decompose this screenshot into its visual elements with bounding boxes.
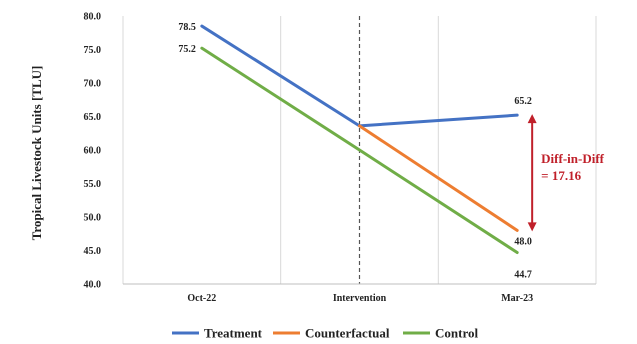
diff-in-diff-label: = 17.16 (541, 168, 581, 183)
data-label: 78.5 (178, 22, 196, 33)
legend-item-label: Counterfactual (305, 326, 390, 341)
diff-in-diff-label: Diff-in-Diff (541, 151, 604, 166)
diff-arrow-head-down (527, 222, 537, 232)
legend-item-label: Control (435, 326, 478, 341)
y-tick-label: 80.0 (84, 12, 102, 23)
data-label: 48.0 (514, 236, 532, 247)
data-label: 75.2 (178, 44, 196, 55)
y-tick-label: 40.0 (84, 280, 102, 291)
y-axis-title: Tropical Livestock Units [TLU] (29, 66, 44, 241)
diff-arrow-head-up (527, 114, 537, 124)
data-labels: 78.5 65.2 48.0 75.2 44.7 (178, 22, 532, 280)
x-category-label: Intervention (333, 293, 387, 304)
y-tick-label: 55.0 (84, 179, 102, 190)
series-line-counterfactual (358, 124, 519, 232)
y-tick-label: 70.0 (84, 79, 102, 90)
axes: 40.0 45.0 50.0 55.0 60.0 65.0 70.0 75.0 80.0 Oct-… (84, 12, 596, 304)
y-tick-label: 45.0 (84, 246, 102, 257)
legend: Treatment Counterfactual Control (172, 326, 478, 341)
y-tick-label: 65.0 (84, 112, 102, 123)
legend-item-label: Treatment (204, 326, 263, 341)
y-tick-label: 50.0 (84, 213, 102, 224)
series-line-control (200, 46, 519, 255)
data-label: 65.2 (514, 96, 532, 107)
y-tick-label: 75.0 (84, 45, 102, 56)
series-lines (200, 24, 519, 255)
diff-in-diff-annotation: Diff-in-Diff = 17.16 (527, 114, 605, 232)
data-label: 44.7 (514, 270, 532, 281)
y-tick-label: 60.0 (84, 146, 102, 157)
x-category-label: Mar-23 (501, 293, 533, 304)
x-category-label: Oct-22 (187, 293, 216, 304)
